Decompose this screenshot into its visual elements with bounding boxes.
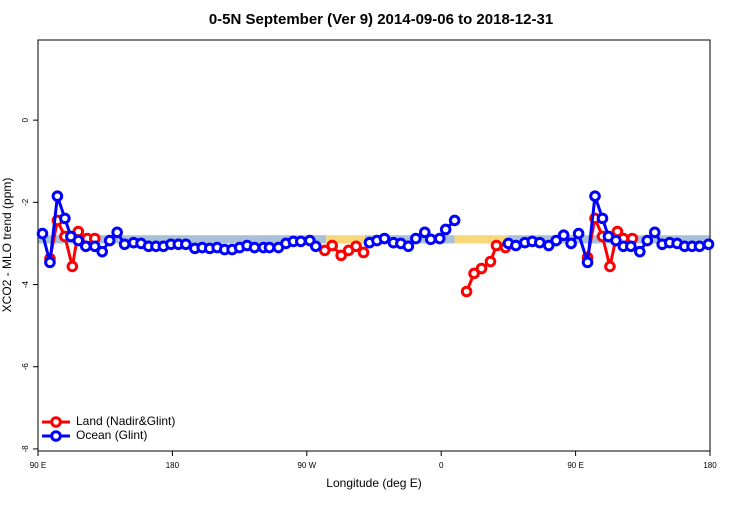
- point: [542, 239, 555, 252]
- point: [448, 214, 461, 227]
- band: [326, 235, 366, 244]
- point: [248, 241, 261, 254]
- y-tick-label: -6: [21, 363, 30, 371]
- point: [596, 212, 609, 225]
- point: [550, 234, 562, 247]
- point: [118, 238, 131, 251]
- point: [702, 238, 715, 251]
- x-tick-label: 90 W: [297, 461, 316, 470]
- point: [103, 234, 116, 247]
- point: [295, 235, 307, 248]
- point: [572, 227, 585, 240]
- point: [418, 226, 431, 239]
- point: [625, 240, 637, 253]
- point: [263, 241, 276, 254]
- point: [641, 234, 654, 247]
- point: [402, 240, 415, 253]
- band: [38, 235, 327, 244]
- point: [424, 233, 437, 246]
- x-tick-label: 90 E: [567, 461, 583, 470]
- point: [510, 239, 522, 252]
- point: [36, 227, 49, 240]
- point: [439, 223, 452, 236]
- point: [490, 239, 503, 252]
- point: [111, 226, 123, 239]
- point: [96, 245, 109, 258]
- y-tick-label: -8: [21, 445, 30, 453]
- y-tick-label: -4: [21, 280, 30, 288]
- point: [79, 240, 92, 253]
- point: [484, 255, 497, 268]
- point: [59, 212, 71, 225]
- point: [326, 239, 338, 252]
- point: [378, 232, 391, 245]
- point: [357, 246, 370, 259]
- x-tick-label: 180: [166, 461, 180, 470]
- point: [433, 232, 446, 245]
- point: [335, 249, 347, 262]
- x-tick-label: 0: [439, 461, 444, 470]
- point: [533, 236, 546, 249]
- point: [51, 190, 64, 202]
- point: [44, 256, 56, 269]
- point: [309, 240, 322, 253]
- x-tick-label: 90 E: [30, 461, 46, 470]
- point: [610, 234, 622, 247]
- point: [72, 234, 85, 247]
- y-tick-label: 0: [21, 117, 30, 122]
- point: [460, 285, 473, 298]
- point: [66, 260, 79, 273]
- series-line: [41, 195, 709, 263]
- point: [475, 262, 488, 275]
- point: [604, 260, 616, 273]
- point: [468, 267, 480, 280]
- point: [180, 238, 192, 251]
- chart-title: 0-5N September (Ver 9) 2014-09-06 to 201…: [209, 11, 553, 28]
- legend-marker: [50, 430, 62, 442]
- x-axis-label: Longitude (deg E): [326, 476, 421, 490]
- point: [557, 229, 570, 242]
- point: [648, 226, 661, 239]
- point: [634, 245, 646, 258]
- band: [454, 235, 509, 244]
- legend-marker: [50, 416, 62, 428]
- band: [365, 235, 455, 244]
- point: [693, 240, 706, 253]
- y-axis-label: XCO2 - MLO trend (ppm): [0, 178, 14, 313]
- point: [350, 240, 362, 253]
- point: [565, 237, 577, 250]
- point: [318, 244, 331, 257]
- legend-label: Land (Nadir&Glint): [76, 414, 175, 428]
- legend-label: Ocean (Glint): [76, 428, 147, 442]
- y-tick-label: -2: [21, 198, 30, 206]
- point: [581, 256, 594, 269]
- point: [589, 190, 601, 202]
- x-tick-label: 180: [703, 461, 717, 470]
- point: [88, 240, 101, 253]
- point: [410, 232, 422, 245]
